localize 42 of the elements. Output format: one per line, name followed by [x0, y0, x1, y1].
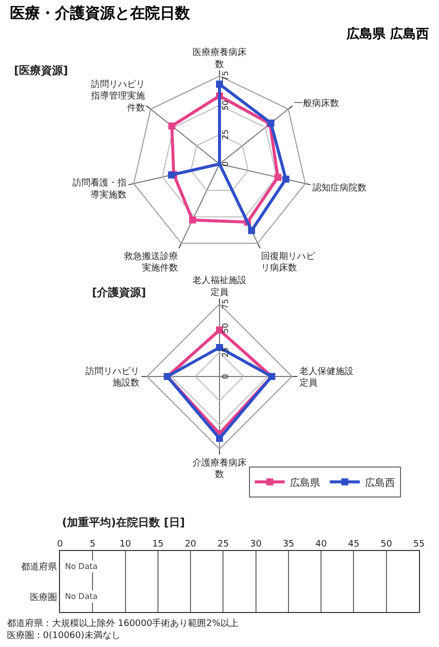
- x-tick-label: 15: [152, 539, 164, 550]
- spoke-label: 救急搬送診療実施件数: [123, 250, 178, 274]
- y-tick-label: 75: [221, 70, 230, 82]
- y-tick-label: 50: [221, 323, 230, 334]
- x-tick-label: 10: [120, 539, 132, 550]
- x-tick-label: 20: [184, 539, 197, 550]
- text: 都道府県：大規模以上除外 160000手術あり範囲2%以上: [7, 618, 238, 629]
- spoke-label: 訪問リハビリ施設数: [86, 366, 140, 388]
- x-tick-label: 30: [250, 539, 262, 550]
- y-tick-label: 50: [221, 100, 230, 110]
- y-tick-label: 75: [221, 298, 230, 310]
- x-tick-label: 50: [380, 539, 392, 550]
- x-tick-label: 55: [413, 539, 425, 550]
- x-tick-label: 35: [282, 539, 294, 550]
- x-tick-label: 40: [315, 539, 328, 550]
- y-tick-label: 0: [221, 374, 230, 380]
- legend-label: 広島西: [364, 476, 395, 489]
- chart-title: 医療・介護資源と在院日数: [10, 4, 191, 23]
- chart-subtitle: 広島県 広島西: [345, 26, 429, 43]
- spoke-label: 認知症病院数: [312, 182, 366, 194]
- spoke-label: 訪問リハビリ指導管理実施件数: [90, 78, 145, 114]
- spoke-label: 老人保健施設定員: [299, 366, 354, 388]
- y-tick-label: 医療圏: [30, 592, 58, 603]
- spoke-label: 一般病床数: [294, 98, 340, 109]
- text: [医療資源]: [14, 64, 68, 77]
- text: [介護資源]: [92, 286, 146, 299]
- spoke-label: 訪問看護・指導実施数: [72, 178, 127, 200]
- spoke-label: 介護療養病床数: [192, 457, 246, 480]
- x-tick-label: 45: [348, 539, 360, 550]
- text: No Data: [65, 562, 98, 571]
- text: No Data: [65, 592, 98, 601]
- chart-title: (加重平均)在院日数 [日]: [62, 516, 185, 529]
- y-tick-label: 0: [221, 161, 230, 167]
- spoke-label: 医療療養病床数: [192, 47, 246, 70]
- x-tick-label: 5: [90, 539, 96, 550]
- y-tick-label: 25: [221, 347, 230, 358]
- spoke-label: 回復期リハビリ病床数: [260, 250, 316, 274]
- text: 医療圏：0(10060)未満なし: [7, 630, 120, 641]
- spoke-label: 老人福祉施設定員: [192, 275, 246, 298]
- y-tick-label: 25: [221, 130, 230, 140]
- y-tick-label: 都道府県: [21, 561, 58, 572]
- legend-label: 広島県: [290, 476, 320, 489]
